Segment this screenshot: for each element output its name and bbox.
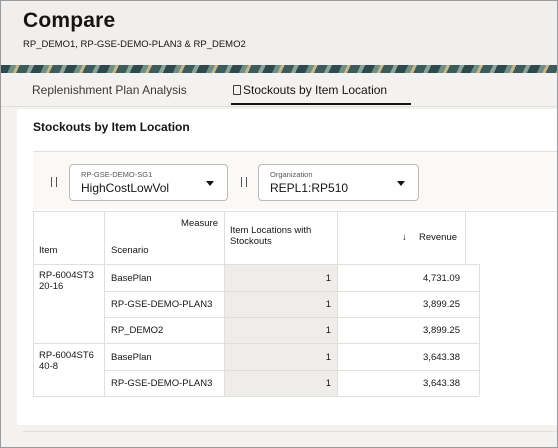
- pivot-table: Measure Item Scenario Item Locations wit…: [33, 211, 557, 397]
- revenue-cell: 3,643.38: [423, 352, 460, 363]
- organization-select[interactable]: Organization REPL1:RP510: [258, 164, 419, 201]
- select-label: RP-GSE-DEMO-SG1: [81, 170, 153, 179]
- stockouts-column-header[interactable]: Item Locations with Stockouts: [230, 225, 312, 247]
- divider: [33, 396, 479, 397]
- revenue-column-header[interactable]: Revenue: [419, 232, 458, 243]
- tab-label: Stockouts by Item Location: [243, 83, 388, 97]
- item-header[interactable]: Item: [39, 245, 58, 256]
- scenario-cell: RP_DEMO2: [111, 325, 164, 336]
- divider: [479, 264, 480, 396]
- item-cell: RP-6004ST3 20-16: [39, 270, 94, 292]
- arrow-down-icon[interactable]: ↓: [402, 232, 407, 243]
- tab-stockouts-by-item-location[interactable]: Stockouts by Item Location: [233, 83, 387, 97]
- divider: [337, 212, 338, 396]
- divider: [104, 370, 479, 371]
- divider: [104, 212, 105, 396]
- section-title: Stockouts by Item Location: [33, 120, 190, 134]
- revenue-cell: 3,899.25: [423, 299, 460, 310]
- decorative-banner: [1, 65, 557, 73]
- drag-handle-icon[interactable]: [241, 177, 247, 187]
- chevron-down-icon: [206, 181, 214, 186]
- revenue-cell: 4,731.09: [423, 273, 460, 284]
- divider: [33, 264, 479, 265]
- column-shade: [224, 264, 337, 396]
- scenario-cell: RP-GSE-DEMO-PLAN3: [111, 378, 213, 389]
- divider: [104, 317, 479, 318]
- stockouts-cell: 1: [325, 352, 331, 363]
- divider: [33, 212, 34, 396]
- stockouts-cell: 1: [325, 378, 331, 389]
- document-icon: [233, 85, 241, 95]
- footer-area: [1, 425, 557, 447]
- divider: [33, 343, 479, 344]
- scenario-cell: BasePlan: [111, 273, 152, 284]
- select-label: Organization: [270, 170, 313, 179]
- stockouts-cell: 1: [325, 325, 331, 336]
- page-subtitle: RP_DEMO1, RP-GSE-DEMO-PLAN3 & RP_DEMO2: [23, 39, 246, 50]
- measure-header: Measure: [181, 218, 218, 229]
- scenario-header[interactable]: Scenario: [111, 245, 149, 256]
- report-panel: Stockouts by Item Location RP-GSE-DEMO-S…: [17, 109, 557, 425]
- scenario-cell: BasePlan: [111, 352, 152, 363]
- item-cell: RP-6004ST6 40-8: [39, 350, 94, 372]
- scenario-cell: RP-GSE-DEMO-PLAN3: [111, 299, 213, 310]
- tab-label: Replenishment Plan Analysis: [32, 83, 187, 97]
- select-value: REPL1:RP510: [270, 181, 349, 195]
- revenue-cell: 3,643.38: [423, 378, 460, 389]
- divider: [104, 291, 479, 292]
- active-tab-indicator: [231, 103, 411, 105]
- drag-handle-icon[interactable]: [51, 177, 57, 187]
- chevron-down-icon: [397, 181, 405, 186]
- select-value: HighCostLowVol: [81, 181, 170, 195]
- page-title: Compare: [23, 9, 116, 32]
- stockouts-cell: 1: [325, 273, 331, 284]
- revenue-cell: 3,899.25: [423, 325, 460, 336]
- divider: [224, 212, 225, 396]
- divider: [465, 212, 466, 264]
- segment-select[interactable]: RP-GSE-DEMO-SG1 HighCostLowVol: [69, 164, 228, 201]
- tab-bar: Replenishment Plan Analysis Stockouts by…: [1, 73, 557, 175]
- filter-toolbar: RP-GSE-DEMO-SG1 HighCostLowVol Organizat…: [33, 151, 557, 209]
- divider: [23, 431, 557, 432]
- stockouts-cell: 1: [325, 299, 331, 310]
- tab-replenishment-plan-analysis[interactable]: Replenishment Plan Analysis: [32, 83, 187, 97]
- page-header: Compare RP_DEMO1, RP-GSE-DEMO-PLAN3 & RP…: [1, 1, 557, 65]
